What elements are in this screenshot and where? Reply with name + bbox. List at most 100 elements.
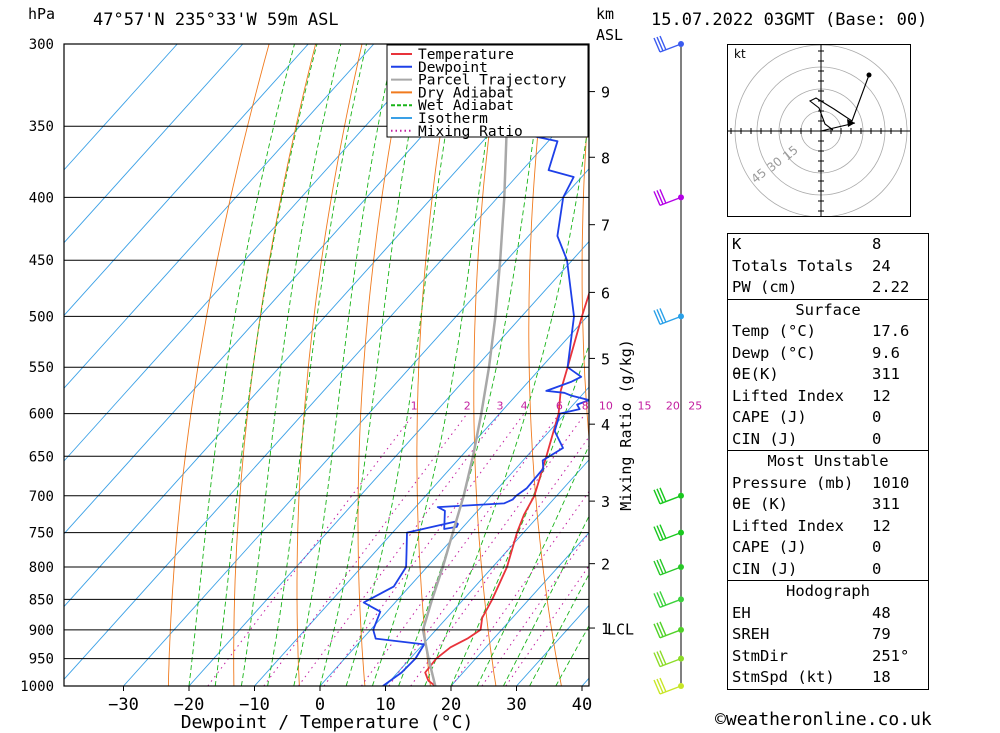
isotherm-line [254,313,589,686]
wind-barb-flag [656,559,664,575]
wind-barb [653,308,682,326]
hodograph-stat-row: StmSpd (kt) 18 [728,667,928,689]
pressure-tick-label: 700 [29,489,54,505]
wind-barb-flag [653,679,661,695]
wind-barb-flag [653,560,661,576]
wet-adiabat [424,118,589,686]
x-tick-label: 30 [506,695,526,715]
wet-adiabat [240,44,342,686]
hodograph-stat-label: EH [732,603,751,622]
mixing-ratio-label: 1 [411,400,418,413]
x-tick-label: 20 [441,695,461,715]
isotherm-line [123,168,589,686]
surface-row: Temp (°C) 17.6 [728,321,928,343]
mixing-ratio-label: 4 [521,400,528,413]
height-tick-label: 8 [601,149,610,167]
surface-value: 0 [872,408,882,426]
km-axis-unit: km [596,5,615,23]
height-tick-label: 7 [601,217,610,235]
mixing-ratio-label: 6 [556,400,563,413]
surface-row: Lifted Index 12 [728,386,928,408]
isotherm-line [64,44,571,608]
wind-barb-flag [653,623,661,639]
hpa-axis-unit: hPa [28,5,56,23]
parcel-trajectory-line [421,44,513,686]
mixing-ratio-line [388,413,586,686]
legend-entry: Parcel Trajectory [418,73,567,89]
index-label: PW (cm) [732,278,798,296]
storm-motion-arrowhead [847,119,855,127]
height-tick-label: 6 [601,284,610,302]
hodograph-ring-label: 45 [748,166,769,187]
indices-table: K 8 Totals Totals 24 PW (cm) 2.22 Surface Tem… [727,233,929,690]
wet-adiabat [529,573,589,686]
legend-entry: Mixing Ratio [418,124,523,140]
most-unstable-row: CAPE (J) 0 [728,537,928,559]
hodograph-stat-value: 251° [872,646,910,665]
index-value: 8 [872,235,882,253]
x-tick-label: −10 [239,695,270,715]
x-tick-label: 10 [375,695,395,715]
dry-adiabat [167,44,270,686]
wind-barb-flag [659,524,667,539]
isotherm-line [188,240,589,686]
wind-barb-flag [653,191,661,206]
legend-entry: Temperature [418,47,514,63]
isotherm-line [385,459,589,686]
wind-barb [653,35,682,53]
legend-entry: Isotherm [418,111,488,127]
index-row: Totals Totals 24 [728,256,928,278]
hodograph-ring-label: 30 [764,154,785,175]
isotherm-line [64,95,589,681]
mixing-ratio-line [360,413,560,686]
index-row: PW (cm) 2.22 [728,277,928,299]
pressure-tick-label: 750 [29,526,54,542]
wind-barb [653,558,682,576]
wind-barb-flag [656,36,664,52]
hodograph-stats-title: Hodograph [786,582,870,600]
surface-row: CIN (J) 0 [728,429,928,451]
pressure-tick-label: 950 [29,652,54,668]
mixing-ratio-line [410,436,589,686]
hodograph-unit: kt [734,47,746,61]
wind-barb-flag [659,558,667,574]
pressure-tick-label: 300 [29,37,54,53]
wind-barb-flag [653,526,661,541]
most-unstable-value: 0 [872,559,882,578]
wind-barb [653,487,682,505]
wind-barb-flag [656,190,664,205]
hodograph-stat-value: 48 [872,603,891,622]
dewpoint-line [362,44,589,686]
hodograph-stat-label: SREH [732,625,770,643]
temperature-line [424,291,589,686]
surface-value: 0 [872,429,882,448]
legend-box [386,44,589,138]
surface-value: 9.6 [872,343,900,362]
wind-barb [653,650,682,668]
hodograph-stat-value: 18 [872,668,891,686]
surface-label: CIN (J) [732,429,798,448]
dry-adiabat [233,44,317,686]
most-unstable-value: 1010 [872,473,910,492]
pressure-tick-label: 800 [29,560,54,576]
mixing-ratio-label: 15 [638,400,652,413]
pressure-tick-label: 550 [29,360,54,376]
mixing-ratio-label: 25 [688,400,702,413]
mixing-ratio-line [505,564,589,686]
wind-barb-flag [656,592,664,607]
pressure-tick-label: 500 [29,309,54,325]
hodograph-ring-label: 15 [780,143,801,164]
wind-barb-flag [659,487,667,503]
wind-barb-flag [656,678,664,694]
isotherm-line [64,44,309,317]
isotherm-line [64,44,178,171]
hodograph-panel: kt 15 30 45 [727,40,912,222]
height-tick-label: 9 [601,84,610,102]
hodograph-stat-label: StmSpd (kt) [732,668,835,686]
surface-value: 311 [872,365,900,383]
wind-barb-flag [653,310,661,325]
